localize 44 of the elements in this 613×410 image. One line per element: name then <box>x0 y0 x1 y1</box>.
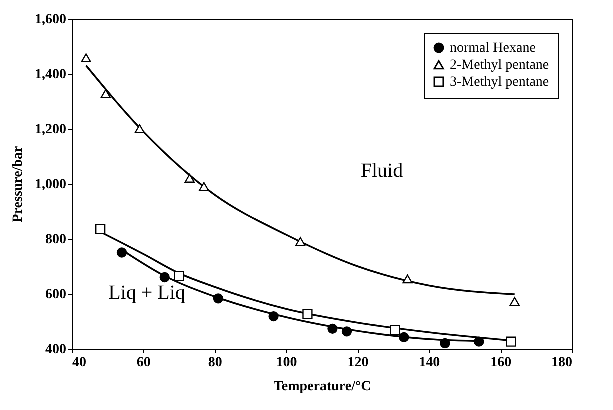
point <box>399 332 410 343</box>
x-tick-label: 140 <box>419 356 440 370</box>
point <box>213 294 224 304</box>
point <box>328 324 338 334</box>
point <box>506 336 516 347</box>
annotation: Liq + Liq <box>108 282 186 304</box>
x-tick-label: 60 <box>136 356 151 370</box>
point <box>160 272 170 283</box>
x-tick-label: 120 <box>348 356 369 370</box>
y-axis-title: Pressure/bar <box>11 146 26 223</box>
point <box>268 311 279 322</box>
legend-label: 3-Methyl pentane <box>450 75 550 90</box>
y-tick-label: 1,200 <box>35 122 66 138</box>
legend-label: 2-Methyl pentane <box>450 58 550 73</box>
point <box>199 182 210 192</box>
annotation: Fluid <box>360 160 404 182</box>
point <box>184 174 195 183</box>
point <box>116 248 128 258</box>
x-tick-label: 40 <box>72 356 86 370</box>
x-axis-title: Temperature/°C <box>274 380 372 394</box>
y-tick-label: 800 <box>46 232 66 248</box>
point <box>440 338 450 349</box>
point <box>296 237 306 246</box>
x-tick-label: 180 <box>552 356 572 370</box>
point <box>81 54 92 63</box>
x-tick-label: 160 <box>490 356 512 370</box>
point <box>302 309 313 320</box>
y-tick-label: 1,600 <box>35 12 66 28</box>
y-tick-label: 400 <box>46 342 66 358</box>
point <box>134 124 145 134</box>
point <box>174 271 184 282</box>
point <box>100 89 111 98</box>
point <box>402 274 413 284</box>
point <box>96 224 106 234</box>
point <box>510 297 520 306</box>
x-tick-label: 80 <box>208 356 222 370</box>
point <box>390 325 400 336</box>
point <box>474 336 484 347</box>
legend-label: normal Hexane <box>450 41 536 56</box>
x-tick-label: 100 <box>276 356 298 370</box>
point <box>342 326 352 337</box>
y-tick-label: 1,000 <box>35 178 66 192</box>
y-tick-label: 600 <box>46 288 66 302</box>
y-tick-label: 1,400 <box>35 68 66 82</box>
